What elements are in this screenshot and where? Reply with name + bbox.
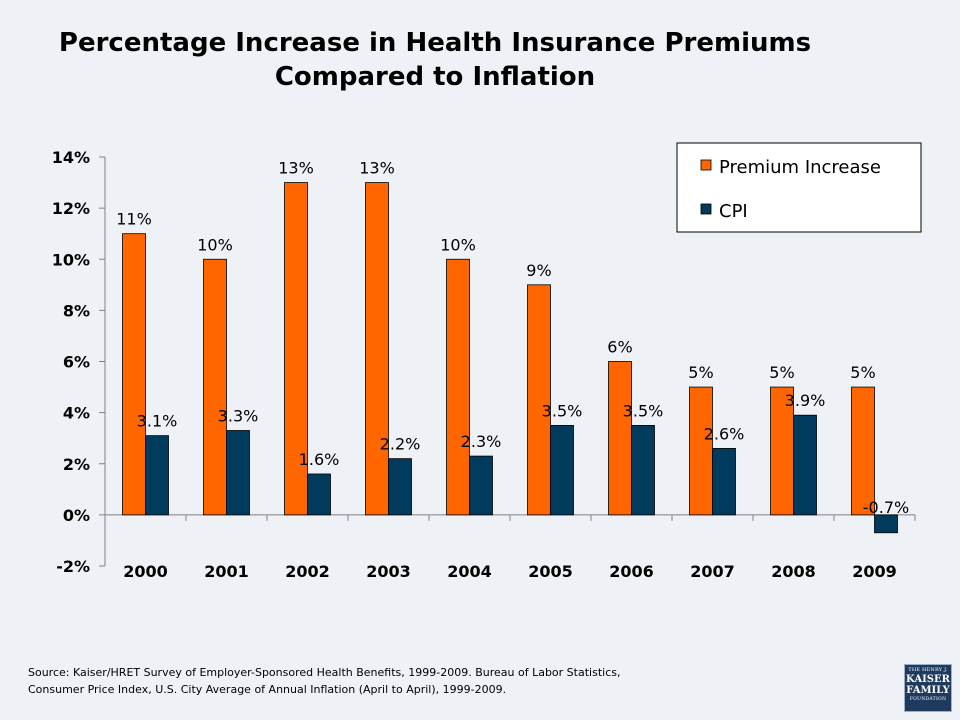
chart-title-line2: Compared to Inflation	[274, 62, 596, 92]
legend-label-premium: Premium Increase	[719, 157, 881, 178]
x-tick-label-2003: 2003	[366, 562, 411, 581]
source-line1: Source: Kaiser/HRET Survey of Employer-S…	[28, 666, 621, 679]
x-tick-label-2009: 2009	[852, 562, 897, 581]
premium-label-2001: 10%	[197, 235, 233, 254]
x-tick-label-2002: 2002	[285, 562, 330, 581]
cpi-bar-2001	[226, 430, 250, 516]
y-tick-label-5: 8%	[63, 301, 90, 320]
premium-bar-2007	[689, 386, 713, 516]
x-tick-label-2005: 2005	[528, 562, 573, 581]
x-tick-label-2008: 2008	[771, 562, 816, 581]
y-tick-label-6: 10%	[52, 250, 90, 269]
kaiser-family-foundation-logo: THE HENRY J. KAISER FAMILY FOUNDATION	[904, 664, 952, 712]
premium-bar-2006	[608, 361, 632, 516]
y-tick-label-1: 0%	[63, 506, 90, 525]
y-tick-label-7: 12%	[52, 199, 90, 218]
legend-swatch-premium	[700, 159, 712, 171]
cpi-bar-2003	[388, 458, 412, 516]
cpi-bar-2007	[712, 448, 736, 516]
source-note: Source: Kaiser/HRET Survey of Employer-S…	[28, 664, 848, 698]
cpi-bar-2004	[469, 455, 493, 516]
source-line2: Consumer Price Index, U.S. City Average …	[28, 683, 507, 696]
cpi-bar-2005	[550, 425, 574, 516]
premium-label-2005: 9%	[526, 261, 551, 280]
premium-label-2009: 5%	[850, 363, 875, 382]
cpi-bar-2008	[793, 414, 817, 516]
premium-bar-2000	[122, 233, 146, 516]
logo-line2a: KAISER	[906, 674, 950, 685]
x-tick-label-2006: 2006	[609, 562, 654, 581]
x-tick-label-2000: 2000	[123, 562, 168, 581]
cpi-label-2003: 2.2%	[380, 435, 421, 454]
cpi-label-2005: 3.5%	[542, 401, 583, 420]
logo-line3: FOUNDATION	[909, 697, 947, 702]
premium-bar-2004	[446, 258, 470, 516]
y-tick-label-3: 4%	[63, 404, 90, 423]
logo-line2b: FAMILY	[906, 685, 950, 696]
premium-label-2000: 11%	[116, 210, 152, 229]
y-tick-label-8: 14%	[52, 148, 90, 167]
cpi-label-2007: 2.6%	[704, 424, 745, 443]
premium-bar-2001	[203, 258, 227, 516]
y-tick-label-2: 2%	[63, 455, 90, 474]
chart-title-line1: Percentage Increase in Health Insurance …	[58, 28, 812, 58]
x-tick-label-2007: 2007	[690, 562, 735, 581]
premium-label-2006: 6%	[607, 338, 632, 357]
premium-label-2002: 13%	[278, 159, 314, 178]
premium-label-2004: 10%	[440, 235, 476, 254]
legend-label-cpi: CPI	[719, 201, 748, 222]
bar-chart: -2% 0% 2% 4% 6% 8% 10% 12% 14% 11% 3.1% 2000 10% 3.3%…	[52, 142, 922, 581]
cpi-bar-2000	[145, 435, 169, 516]
premium-bar-2009	[851, 386, 875, 516]
logo-line1: THE HENRY J.	[908, 667, 948, 673]
premium-bar-2002	[284, 182, 308, 516]
x-tick-label-2004: 2004	[447, 562, 492, 581]
premium-bar-2003	[365, 182, 389, 516]
legend-swatch-cpi	[700, 203, 712, 215]
y-tick-label-4: 6%	[63, 353, 90, 372]
cpi-bar-2002	[307, 473, 331, 516]
cpi-label-2000: 3.1%	[137, 412, 178, 431]
cpi-label-2008: 3.9%	[785, 391, 826, 410]
premium-label-2003: 13%	[359, 159, 395, 178]
cpi-label-2009: -0.7%	[863, 498, 909, 517]
premium-label-2008: 5%	[769, 363, 794, 382]
cpi-label-2004: 2.3%	[461, 432, 502, 451]
cpi-label-2002: 1.6%	[299, 450, 340, 469]
y-tick-label-0: -2%	[56, 557, 90, 576]
cpi-bar-2009	[874, 514, 898, 534]
x-tick-label-2001: 2001	[204, 562, 249, 581]
legend-box	[676, 142, 922, 233]
cpi-label-2006: 3.5%	[623, 401, 664, 420]
premium-bar-2005	[527, 284, 551, 516]
cpi-label-2001: 3.3%	[218, 407, 259, 426]
cpi-bar-2006	[631, 425, 655, 516]
premium-label-2007: 5%	[688, 363, 713, 382]
chart-title: Percentage Increase in Health Insurance …	[0, 26, 870, 94]
